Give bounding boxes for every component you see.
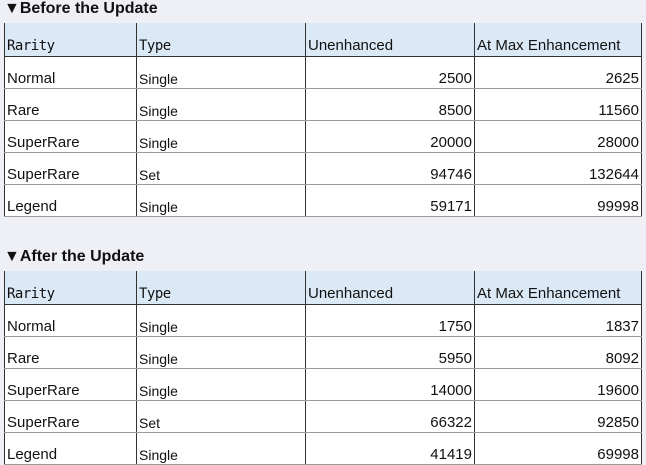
- column-header-rarity: Rarity: [4, 271, 137, 305]
- column-header-rarity: Rarity: [4, 23, 137, 57]
- cell-type: Set: [136, 400, 306, 433]
- cell-rarity: SuperRare: [4, 400, 137, 433]
- cell-unenhanced: 94746: [305, 152, 475, 185]
- cell-rarity: SuperRare: [4, 152, 137, 185]
- cell-type: Single: [136, 432, 306, 465]
- cell-unenhanced: 41419: [305, 432, 475, 465]
- table-row: Legend Single 59171 99998: [4, 184, 642, 217]
- table-row: SuperRare Set 94746 132644: [4, 152, 642, 185]
- table-after-update: Rarity Type Unenhanced At Max Enhancement No…: [4, 271, 642, 465]
- column-header-type: Type: [136, 271, 306, 305]
- cell-unenhanced: 8500: [305, 88, 475, 121]
- cell-rarity: Legend: [4, 432, 137, 465]
- cell-unenhanced: 14000: [305, 368, 475, 401]
- column-header-type: Type: [136, 23, 306, 57]
- column-header-max-enhancement: At Max Enhancement: [474, 23, 642, 57]
- cell-rarity: Normal: [4, 304, 137, 337]
- column-header-unenhanced: Unenhanced: [305, 271, 475, 305]
- cell-unenhanced: 1750: [305, 304, 475, 337]
- table-row: SuperRare Single 14000 19600: [4, 368, 642, 401]
- cell-max-enhancement: 69998: [474, 432, 642, 465]
- cell-rarity: Legend: [4, 184, 137, 217]
- column-header-unenhanced: Unenhanced: [305, 23, 475, 57]
- cell-max-enhancement: 19600: [474, 368, 642, 401]
- header-row: Rarity Type Unenhanced At Max Enhancement: [4, 23, 642, 57]
- table-row: Normal Single 1750 1837: [4, 304, 642, 337]
- cell-rarity: SuperRare: [4, 368, 137, 401]
- cell-type: Single: [136, 304, 306, 337]
- cell-rarity: Rare: [4, 336, 137, 369]
- table-row: Rare Single 5950 8092: [4, 336, 642, 369]
- cell-type: Single: [136, 88, 306, 121]
- table-row: Normal Single 2500 2625: [4, 56, 642, 89]
- cell-unenhanced: 59171: [305, 184, 475, 217]
- cell-rarity: SuperRare: [4, 120, 137, 153]
- cell-max-enhancement: 8092: [474, 336, 642, 369]
- table-before-update: Rarity Type Unenhanced At Max Enhancement No…: [4, 23, 642, 217]
- cell-max-enhancement: 92850: [474, 400, 642, 433]
- cell-max-enhancement: 99998: [474, 184, 642, 217]
- cell-unenhanced: 5950: [305, 336, 475, 369]
- cell-unenhanced: 2500: [305, 56, 475, 89]
- cell-max-enhancement: 11560: [474, 88, 642, 121]
- table-row: SuperRare Set 66322 92850: [4, 400, 642, 433]
- table-row: Legend Single 41419 69998: [4, 432, 642, 465]
- cell-max-enhancement: 132644: [474, 152, 642, 185]
- section-title-before: ▼Before the Update: [4, 0, 158, 17]
- cell-max-enhancement: 28000: [474, 120, 642, 153]
- table-row: Rare Single 8500 11560: [4, 88, 642, 121]
- cell-type: Single: [136, 368, 306, 401]
- cell-type: Set: [136, 152, 306, 185]
- cell-max-enhancement: 2625: [474, 56, 642, 89]
- header-row: Rarity Type Unenhanced At Max Enhancement: [4, 271, 642, 305]
- cell-type: Single: [136, 56, 306, 89]
- table-row: SuperRare Single 20000 28000: [4, 120, 642, 153]
- column-header-max-enhancement: At Max Enhancement: [474, 271, 642, 305]
- cell-rarity: Rare: [4, 88, 137, 121]
- cell-type: Single: [136, 184, 306, 217]
- cell-type: Single: [136, 120, 306, 153]
- cell-rarity: Normal: [4, 56, 137, 89]
- cell-unenhanced: 20000: [305, 120, 475, 153]
- cell-max-enhancement: 1837: [474, 304, 642, 337]
- cell-unenhanced: 66322: [305, 400, 475, 433]
- cell-type: Single: [136, 336, 306, 369]
- section-title-after: ▼After the Update: [4, 248, 145, 265]
